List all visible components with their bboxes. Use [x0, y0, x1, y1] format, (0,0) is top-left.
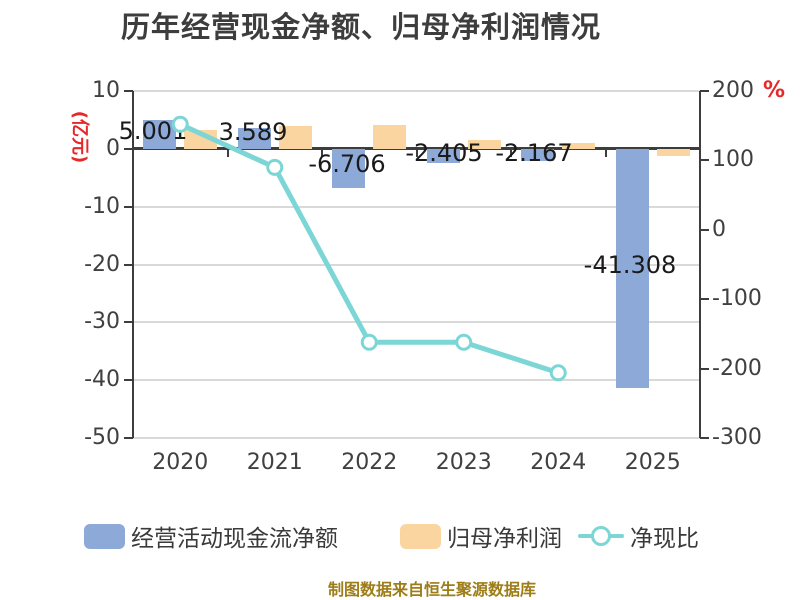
right-axis-unit-label: % — [763, 78, 786, 103]
left-axis-tick-label: -20 — [84, 251, 120, 277]
x-axis-tick — [132, 148, 134, 157]
legend-item-cash-ratio[interactable]: 净现比 — [578, 521, 699, 552]
cash-ratio-point — [266, 158, 284, 176]
x-axis-year-label: 2022 — [341, 450, 398, 475]
left-axis-tick-label: -50 — [84, 425, 120, 450]
gridline — [133, 437, 700, 439]
gridline — [133, 90, 700, 92]
left-axis-tick — [124, 321, 133, 324]
bar-value-label: -41.308 — [583, 251, 677, 279]
bar-net-profit-2020 — [184, 129, 218, 149]
bar-net-profit-2022 — [373, 124, 407, 149]
gridline — [133, 379, 700, 382]
cash-ratio-point — [360, 333, 378, 351]
right-axis-tick — [700, 367, 709, 370]
left-axis-line — [132, 91, 134, 438]
line-marker-swatch-icon — [578, 523, 624, 549]
bar-net-profit-2024 — [562, 142, 596, 149]
bar-value-label: -2.167 — [495, 139, 573, 167]
bar-value-label: -6.706 — [308, 150, 386, 178]
right-axis-line — [699, 91, 701, 438]
right-axis-tick-label: 200 — [712, 78, 754, 103]
right-axis-tick — [700, 437, 709, 439]
x-axis-tick — [604, 148, 607, 157]
right-axis-tick-label: -300 — [712, 425, 762, 450]
legend-label-net-profit: 归母净利润 — [447, 526, 562, 552]
legend-label-operating-cash-flow: 经营活动现金流净额 — [131, 526, 338, 552]
x-axis-tick — [699, 148, 701, 157]
x-axis-year-label: 2025 — [624, 450, 681, 475]
right-axis-tick-label: 100 — [712, 147, 754, 173]
bar-value-label: 3.589 — [218, 118, 288, 146]
left-axis-tick — [124, 205, 133, 208]
bar-operating-cash-flow-2020 — [143, 119, 177, 149]
bar-value-label: -2.405 — [405, 139, 483, 167]
bar-operating-cash-flow-2025 — [615, 148, 649, 388]
left-axis-tick — [124, 263, 133, 266]
right-axis-tick-label: -100 — [712, 286, 762, 312]
left-axis-tick — [124, 379, 133, 382]
cash-ratio-point — [455, 333, 473, 351]
source-note: 制图数据来自恒生聚源数据库 — [327, 580, 536, 599]
bar-net-profit-2025 — [656, 148, 690, 156]
right-axis-tick — [700, 298, 709, 301]
x-axis-tick — [226, 148, 229, 157]
bar-value-label: 5.001 — [118, 117, 188, 145]
orange-bar-swatch-icon — [400, 523, 441, 549]
left-axis-tick — [124, 147, 133, 150]
right-axis-tick — [700, 159, 709, 162]
right-axis-tick-label: 0 — [712, 216, 726, 242]
right-axis-tick — [700, 228, 709, 231]
left-axis-tick — [124, 437, 133, 439]
right-axis-tick-label: -200 — [712, 355, 762, 381]
cash-ratio-point — [549, 364, 567, 382]
left-axis-tick — [124, 90, 133, 92]
x-axis-year-label: 2024 — [530, 450, 587, 475]
chart-title: 历年经营现金净额、归母净利润情况 — [120, 10, 601, 44]
x-axis-year-label: 2023 — [435, 450, 492, 475]
left-axis-tick-label: 10 — [92, 78, 120, 103]
legend-item-operating-cash-flow[interactable]: 经营活动现金流净额 — [84, 521, 338, 552]
legend-label-cash-ratio: 净现比 — [630, 526, 699, 552]
blue-bar-swatch-icon — [84, 523, 125, 549]
x-axis-year-label: 2020 — [152, 450, 209, 475]
legend-item-net-profit[interactable]: 归母净利润 — [400, 521, 562, 552]
left-axis-tick-label: -30 — [84, 309, 120, 335]
x-axis-year-label: 2021 — [246, 450, 303, 475]
left-axis-tick-label: 0 — [106, 135, 120, 161]
left-axis-tick-label: -10 — [84, 193, 120, 219]
left-axis-tick-label: -40 — [84, 367, 120, 393]
right-axis-tick — [700, 90, 709, 92]
